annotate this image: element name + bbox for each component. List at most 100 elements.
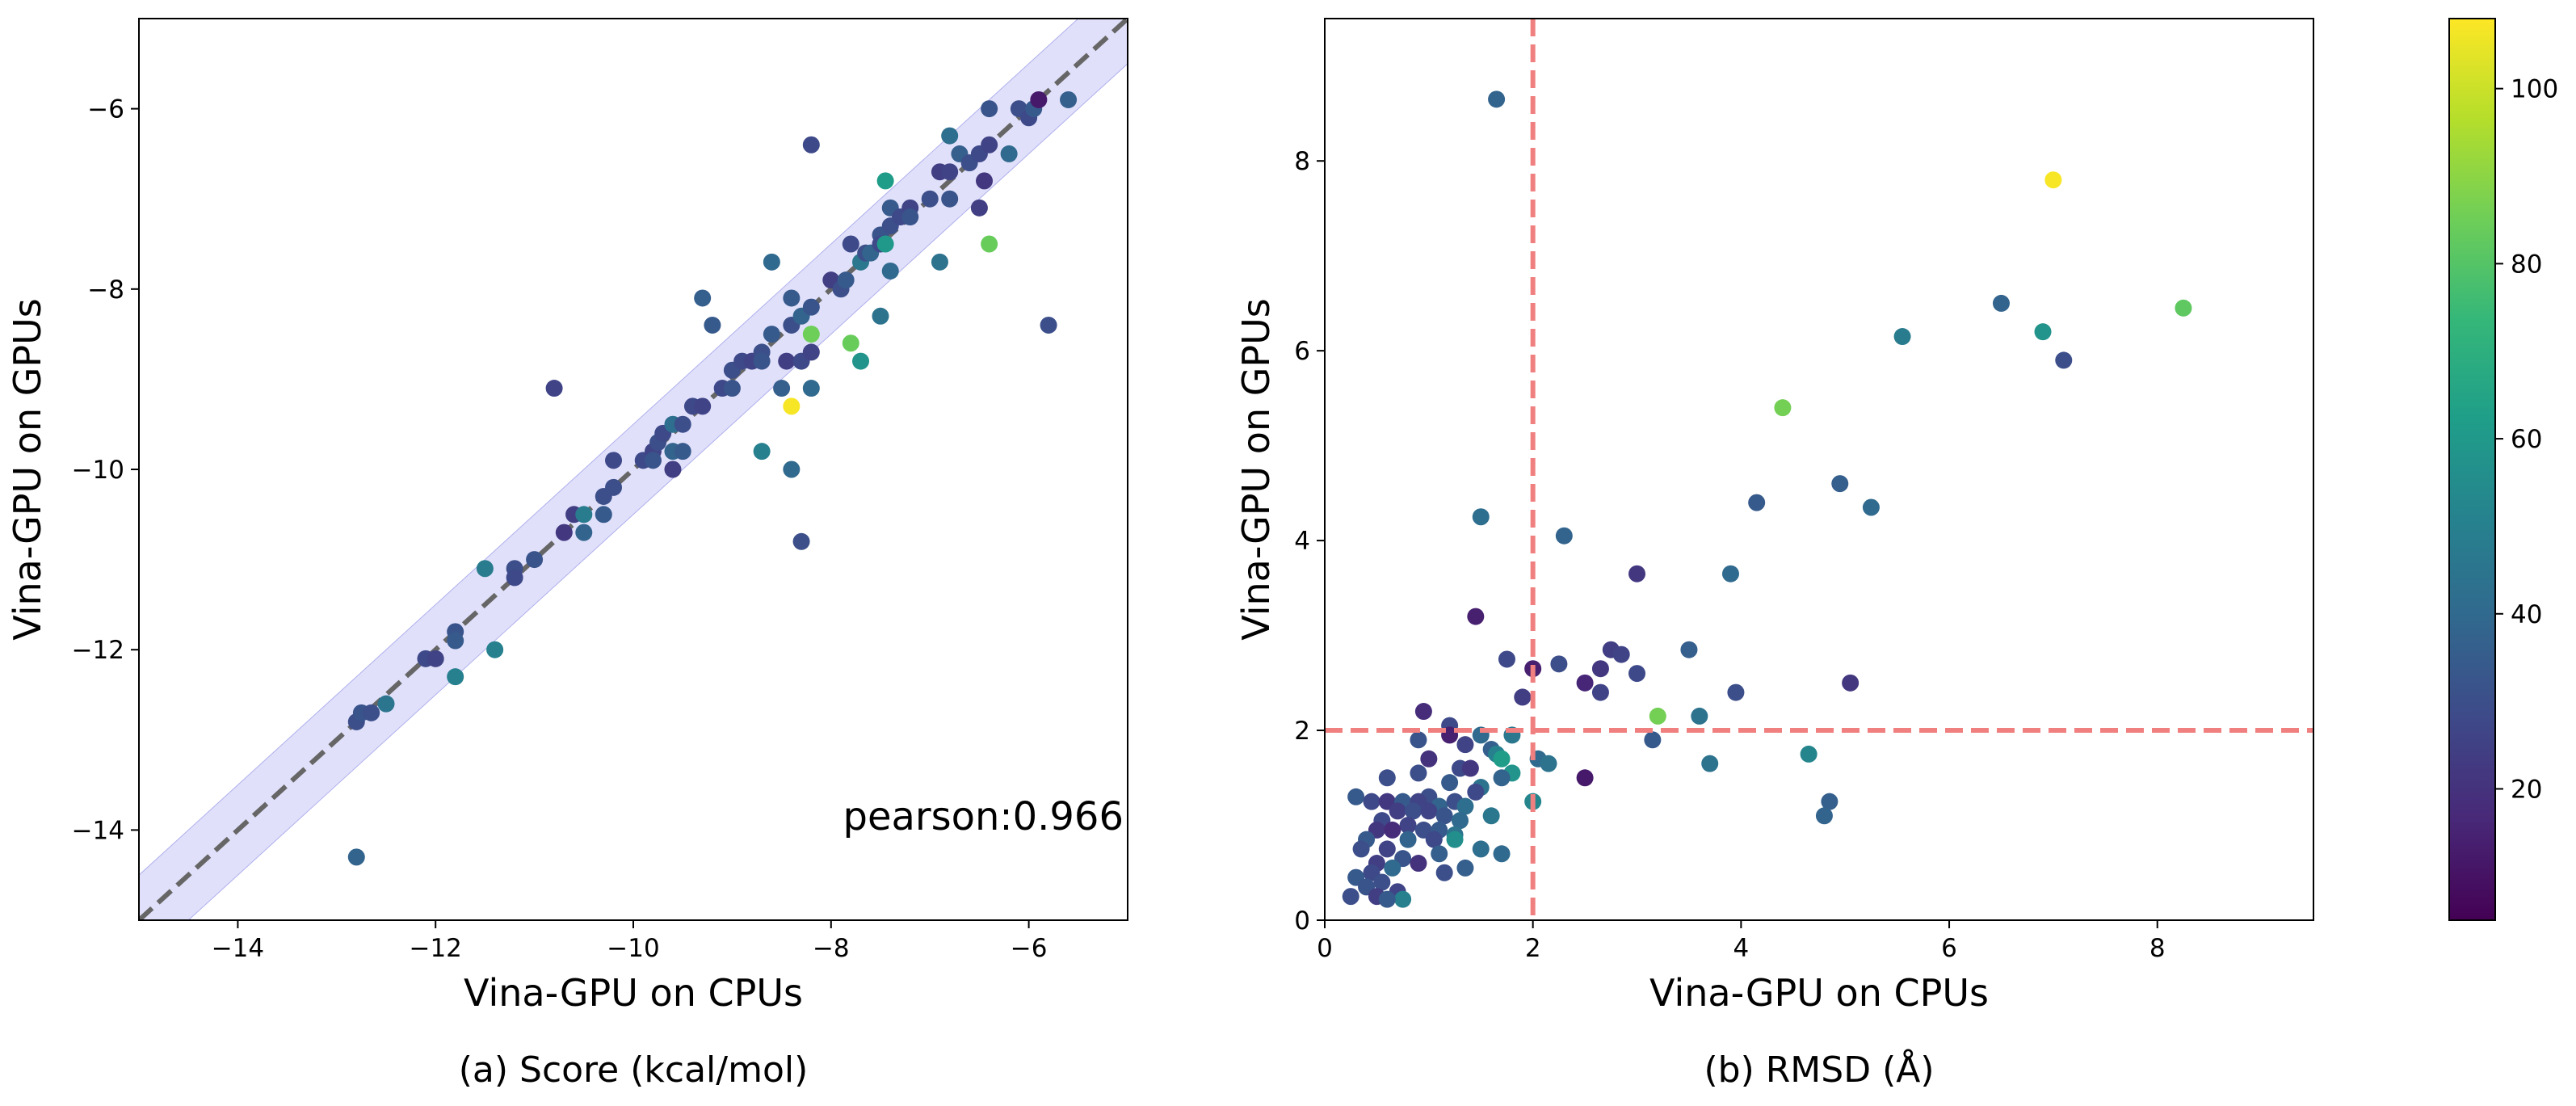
- scatter-point: [363, 704, 380, 721]
- scatter-point: [1800, 745, 1817, 763]
- scatter-point: [526, 551, 544, 569]
- scatter-point: [674, 415, 691, 433]
- scatter-point: [1842, 674, 1860, 692]
- scatter-point: [1540, 755, 1557, 772]
- panel-b-x-ticks: 0 2 4 6 8: [1317, 920, 2166, 963]
- x-tick-label: 0: [1317, 934, 1333, 963]
- scatter-point: [1446, 831, 1464, 848]
- scatter-point: [1399, 817, 1417, 835]
- scatter-point: [377, 695, 395, 713]
- scatter-point: [1727, 683, 1745, 701]
- scatter-point: [1493, 769, 1511, 787]
- colorbar-gradient: [2449, 19, 2495, 920]
- scatter-point: [837, 271, 855, 289]
- panel-a-x-axis-label: Vina-GPU on CPUs: [464, 971, 803, 1015]
- scatter-point: [970, 199, 988, 217]
- panel-b-y-ticks: 0 2 4 6 8: [1294, 147, 1325, 936]
- scatter-point: [1060, 90, 1078, 108]
- scatter-point: [802, 298, 820, 316]
- scatter-point: [1394, 890, 1412, 908]
- scatter-point: [1420, 750, 1438, 767]
- scatter-point: [783, 397, 801, 415]
- panel-b-frame: [1324, 18, 2314, 921]
- scatter-point: [1748, 494, 1766, 511]
- scatter-point: [2055, 351, 2073, 369]
- scatter-point: [1435, 864, 1453, 881]
- panel-a-points: [347, 90, 1078, 866]
- scatter-point: [1576, 769, 1594, 787]
- scatter-point: [1488, 90, 1506, 108]
- scatter-point: [941, 163, 959, 181]
- panel-b-threshold-lines: [1325, 19, 2313, 920]
- scatter-point: [506, 569, 523, 587]
- scatter-point: [476, 560, 494, 578]
- panel-a-caption: (a) Score (kcal/mol): [459, 1049, 809, 1091]
- scatter-point: [1701, 755, 1719, 772]
- scatter-point: [976, 172, 994, 190]
- colorbar-tick-label: 60: [2511, 425, 2542, 454]
- x-tick-label: 6: [1941, 934, 1957, 963]
- colorbar-ticks: 20 40 60 80 100: [2495, 75, 2558, 804]
- scatter-point: [1363, 793, 1380, 810]
- scatter-point: [1399, 831, 1417, 848]
- panel-b-rmsd: 0 2 4 6 8 0 2 4 6 8 Vina-GPU on CPUs Vina-GPU on…: [1234, 18, 2314, 1091]
- scatter-point: [1555, 527, 1573, 545]
- scatter-point: [753, 443, 771, 460]
- x-tick-label: 8: [2149, 934, 2166, 963]
- y-tick-label: −8: [87, 275, 124, 305]
- scatter-point: [2044, 171, 2062, 189]
- y-tick-label: −14: [72, 816, 124, 845]
- scatter-point: [674, 443, 691, 460]
- scatter-point: [1347, 788, 1365, 805]
- scatter-point: [876, 172, 894, 190]
- y-tick-label: 2: [1294, 717, 1310, 746]
- scatter-point: [644, 452, 662, 469]
- colorbar-tick-label: 100: [2511, 75, 2558, 104]
- scatter-point: [605, 478, 623, 496]
- colorbar: 20 40 60 80 100: [2448, 18, 2558, 921]
- scatter-point: [1425, 831, 1443, 848]
- scatter-point: [792, 532, 810, 550]
- scatter-point: [555, 524, 573, 541]
- scatter-point: [1628, 565, 1646, 582]
- panel-b-y-axis-label: Vina-GPU on GPUs: [1234, 298, 1278, 640]
- scatter-point: [1649, 707, 1666, 725]
- scatter-point: [1514, 688, 1532, 706]
- scatter-point: [1420, 802, 1438, 820]
- scatter-point: [881, 262, 899, 280]
- scatter-point: [1612, 646, 1630, 663]
- scatter-point: [2175, 299, 2192, 317]
- scatter-point: [1576, 674, 1594, 692]
- scatter-point: [753, 352, 771, 370]
- scatter-point: [981, 235, 998, 253]
- scatter-point: [347, 848, 365, 866]
- scatter-point: [1000, 145, 1018, 162]
- y-tick-label: 8: [1294, 147, 1310, 176]
- scatter-point: [1384, 859, 1401, 877]
- colorbar-tick-label: 40: [2511, 600, 2542, 629]
- scatter-point: [1461, 759, 1479, 777]
- scatter-point: [1342, 888, 1359, 906]
- scatter-point: [1821, 793, 1838, 810]
- scatter-point: [1435, 807, 1453, 825]
- scatter-point: [1831, 475, 1849, 493]
- y-tick-label: 6: [1294, 337, 1310, 366]
- panel-a-x-ticks: −14 −12 −10 −8 −6: [212, 920, 1047, 963]
- x-tick-label: −10: [607, 934, 659, 963]
- colorbar-tick-label: 80: [2511, 250, 2542, 279]
- scatter-point: [1410, 731, 1427, 749]
- scatter-point: [1441, 774, 1459, 792]
- scatter-point: [1467, 783, 1485, 801]
- scatter-point: [773, 380, 791, 397]
- scatter-point: [1451, 812, 1469, 830]
- scatter-point: [876, 235, 894, 253]
- x-tick-label: −8: [813, 934, 850, 963]
- scatter-point: [1352, 840, 1370, 858]
- y-tick-label: −10: [72, 456, 124, 485]
- pearson-annotation: pearson:0.966: [843, 794, 1124, 839]
- y-tick-label: −6: [87, 95, 124, 124]
- scatter-point: [545, 380, 563, 397]
- scatter-point: [427, 650, 444, 667]
- scatter-point: [1456, 859, 1474, 877]
- scatter-point: [802, 136, 820, 153]
